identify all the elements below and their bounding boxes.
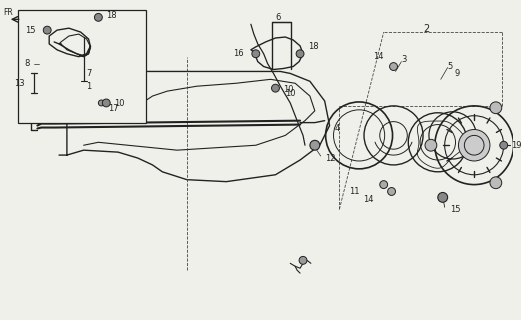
Text: 7: 7 bbox=[86, 69, 92, 78]
Text: 9: 9 bbox=[454, 69, 460, 78]
Text: 16: 16 bbox=[233, 49, 244, 58]
Text: 14: 14 bbox=[363, 195, 374, 204]
Circle shape bbox=[102, 99, 110, 107]
Circle shape bbox=[310, 140, 320, 150]
Circle shape bbox=[388, 188, 395, 196]
Circle shape bbox=[296, 50, 304, 58]
Circle shape bbox=[380, 181, 388, 188]
Text: 8: 8 bbox=[24, 59, 30, 68]
Circle shape bbox=[43, 26, 51, 34]
Text: 3: 3 bbox=[401, 55, 407, 64]
Text: 18: 18 bbox=[308, 42, 318, 52]
Text: 10: 10 bbox=[283, 85, 294, 94]
Circle shape bbox=[490, 102, 502, 114]
Circle shape bbox=[500, 141, 507, 149]
Text: 13: 13 bbox=[14, 79, 24, 88]
Text: 5: 5 bbox=[448, 62, 453, 71]
Text: 14: 14 bbox=[373, 52, 383, 61]
Circle shape bbox=[94, 13, 102, 21]
Text: 6: 6 bbox=[276, 13, 281, 22]
Circle shape bbox=[252, 50, 260, 58]
Bar bbox=[40, 60, 49, 68]
Circle shape bbox=[458, 130, 490, 161]
Circle shape bbox=[98, 100, 104, 106]
Circle shape bbox=[425, 139, 437, 151]
Text: 17: 17 bbox=[108, 104, 119, 113]
Circle shape bbox=[271, 84, 279, 92]
Text: 1: 1 bbox=[86, 82, 92, 91]
Text: 10: 10 bbox=[114, 100, 125, 108]
Text: 18: 18 bbox=[106, 11, 117, 20]
Bar bbox=[18, 11, 145, 123]
Text: 2: 2 bbox=[423, 24, 429, 34]
Circle shape bbox=[390, 63, 398, 70]
Text: 10: 10 bbox=[286, 89, 296, 98]
Circle shape bbox=[299, 256, 307, 264]
Circle shape bbox=[490, 177, 502, 188]
Text: 19: 19 bbox=[512, 141, 521, 150]
Text: 15: 15 bbox=[25, 26, 35, 35]
Text: 15: 15 bbox=[451, 205, 461, 214]
Text: 12: 12 bbox=[325, 154, 335, 163]
Text: FR: FR bbox=[3, 8, 13, 17]
Text: 11: 11 bbox=[349, 187, 359, 196]
Circle shape bbox=[438, 192, 448, 202]
Text: 4: 4 bbox=[334, 124, 339, 133]
